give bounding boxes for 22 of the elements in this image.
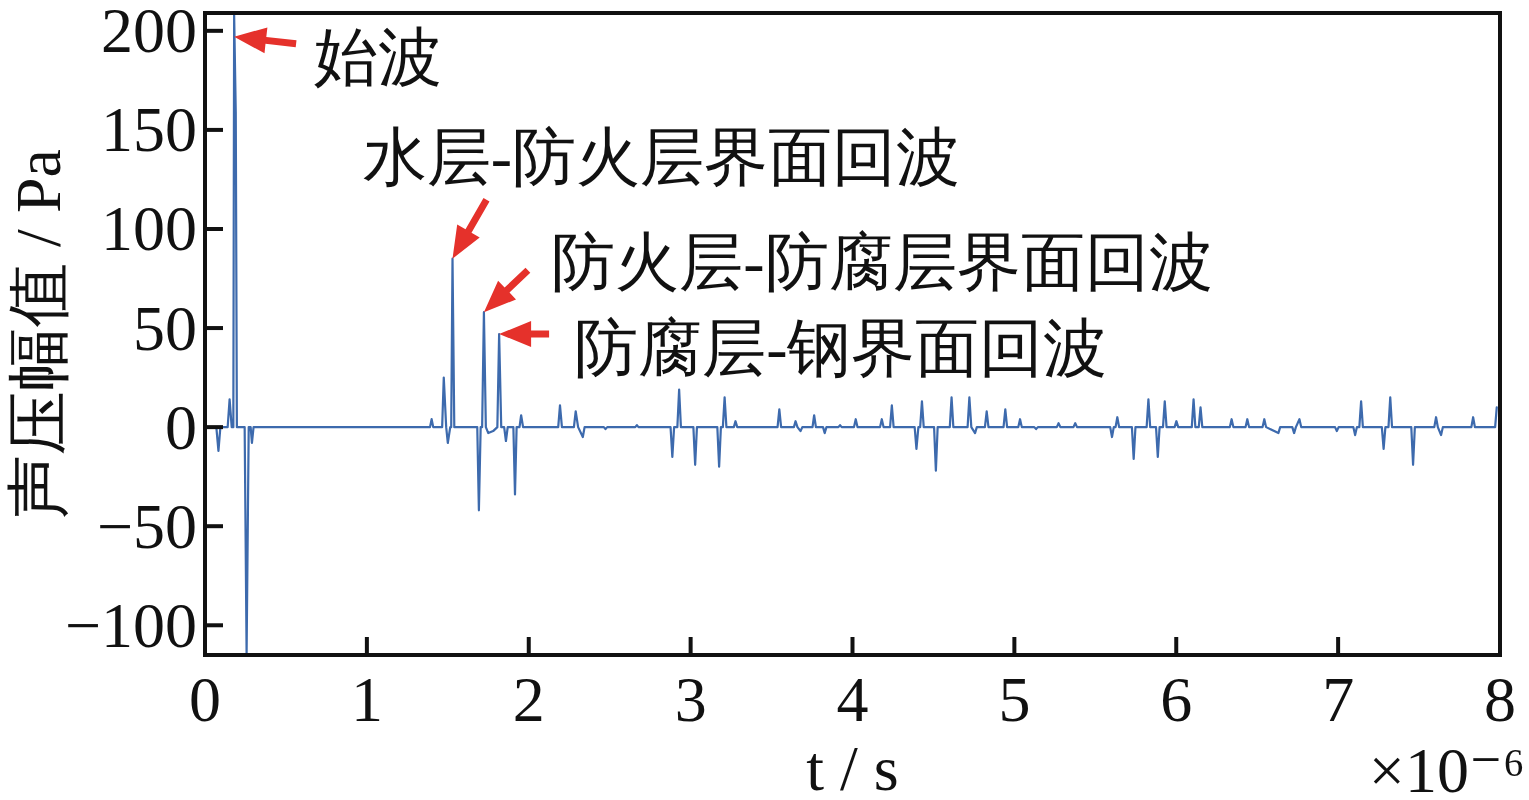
x-tick-label: 7 <box>1322 663 1355 735</box>
y-tick-label: −100 <box>64 589 197 661</box>
y-tick-label: −50 <box>96 490 197 562</box>
y-tick-label: 200 <box>101 0 197 67</box>
annotation: 始波 <box>314 22 443 94</box>
y-tick-label: 50 <box>133 292 197 364</box>
x-tick-label: 3 <box>674 663 707 735</box>
y-tick-label: 0 <box>165 391 197 463</box>
x-tick-label: 6 <box>1160 663 1193 735</box>
x-tick-label: 4 <box>836 663 869 735</box>
y-tick-label: 150 <box>101 94 197 166</box>
y-axis-title: 声压幅值 / Pa <box>2 149 74 519</box>
x-tick-label: 5 <box>998 663 1031 735</box>
annotation: 水层-防火层界面回波 <box>362 122 961 194</box>
x-axis-title: t / s <box>806 732 899 800</box>
x-tick-label: 2 <box>512 663 545 735</box>
annotation: 防火层-防腐层界面回波 <box>551 226 1213 298</box>
text: ×10⁻⁶ <box>1368 734 1525 800</box>
y-tick-label: 100 <box>101 193 197 265</box>
x-tick-label: 8 <box>1484 663 1516 735</box>
annotation: 防腐层-钢界面回波 <box>574 312 1108 384</box>
x-tick-label: 1 <box>350 663 383 735</box>
